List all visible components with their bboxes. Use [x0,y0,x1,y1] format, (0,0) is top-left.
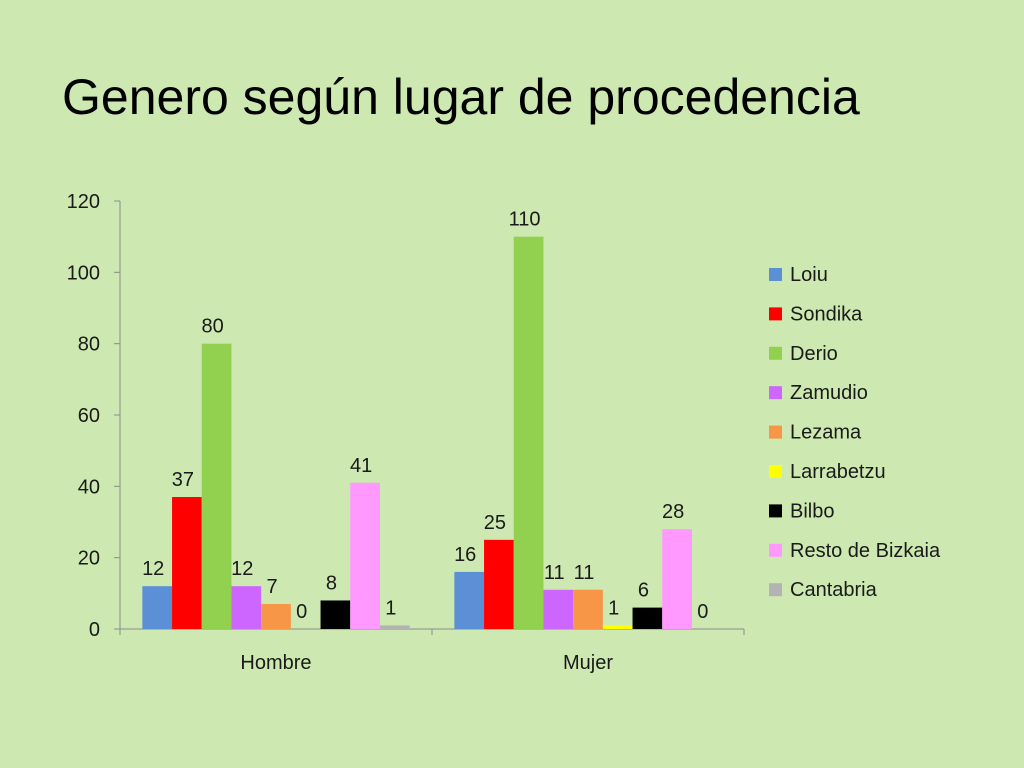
bar [543,589,574,629]
y-axis: 0 20 40 60 80 100 120 [67,191,121,641]
bar [201,343,232,629]
bar [662,529,692,629]
legend-swatch [769,583,782,597]
legend-label: Lezama [790,422,862,444]
bar [350,482,380,629]
y-tick-label: 60 [78,405,100,427]
bar [602,625,633,629]
y-tick-label: 120 [67,191,100,213]
legend-label: Bilbo [790,500,834,522]
bar [484,539,514,629]
chart-title: Genero según lugar de procedencia [62,69,860,125]
legend-swatch [769,346,782,360]
category-label: Mujer [563,652,613,674]
legend-label: Larrabetzu [790,461,886,483]
data-label: 1 [385,597,396,619]
data-label: 8 [326,572,337,594]
bar [513,236,544,629]
data-label: 41 [350,455,372,477]
bar [320,600,351,629]
data-label: 0 [697,601,708,623]
bar [142,586,173,629]
data-label: 11 [574,562,595,584]
bar [632,607,663,629]
legend-swatch [769,504,782,518]
legend-label: Loiu [790,264,828,286]
bar [231,586,262,629]
data-label: 1 [608,597,619,619]
legend-label: Zamudio [790,382,868,404]
bar [379,625,410,629]
x-axis: Hombre Mujer [119,628,745,674]
bar [261,604,291,629]
y-tick-label: 40 [78,476,100,498]
legend-label: Derio [790,343,838,365]
y-tick-label: 80 [78,334,100,356]
y-tick-label: 100 [67,262,100,284]
legend-swatch [769,307,782,321]
legend-label: Sondika [790,303,863,325]
legend-swatch [769,268,782,281]
data-label: 12 [142,558,164,580]
data-label: 12 [231,558,253,580]
data-label: 11 [544,562,565,584]
data-label: 37 [172,469,194,491]
bar [172,497,202,629]
data-label: 7 [266,576,277,598]
legend-swatch [769,543,782,557]
bar [573,589,603,629]
data-label: 16 [454,544,476,566]
y-tick-label: 0 [89,619,100,641]
legend-label: Cantabria [790,579,878,601]
bar [454,571,485,629]
y-tick-label: 20 [78,548,100,570]
data-label: 0 [296,601,307,623]
legend: Loiu Sondika Derio Zamudio Lezama Larrabetzu B… [769,264,941,601]
data-label: 80 [201,316,223,338]
data-label: 28 [662,501,684,523]
legend-label: Resto de Bizkaia [790,540,941,562]
legend-swatch [769,465,782,478]
data-label: 6 [638,580,649,602]
data-label: 25 [484,512,506,534]
legend-swatch [769,386,782,400]
category-label: Hombre [240,652,311,674]
data-label: 110 [509,209,541,231]
legend-swatch [769,425,782,439]
